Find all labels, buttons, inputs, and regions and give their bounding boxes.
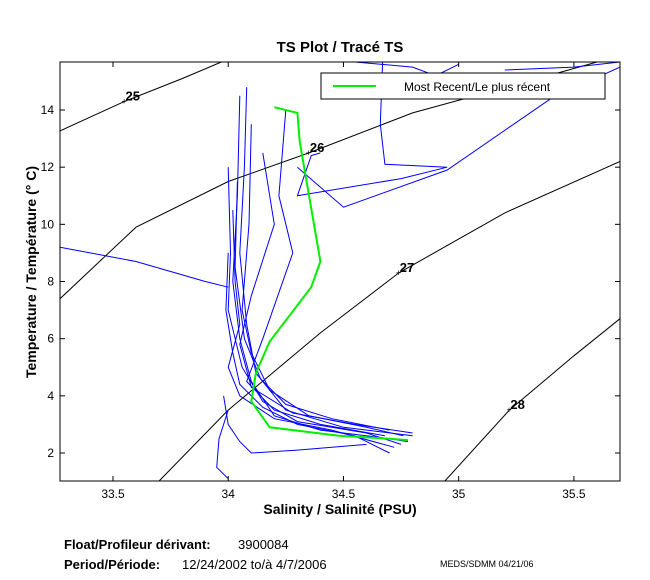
isopycnal-label-28: 28	[510, 397, 524, 412]
x-tick-label: 34.5	[332, 487, 356, 501]
y-tick-label: 6	[47, 332, 54, 346]
isopycnal-label-25: 25	[126, 88, 140, 103]
isopycnal-marker: +	[306, 148, 311, 158]
isopycnal-label-26: 26	[310, 140, 324, 155]
float-id: 3900084	[238, 537, 289, 552]
x-tick-label: 35.5	[562, 487, 586, 501]
credit-text: MEDS/SDMM 04/21/06	[440, 559, 534, 569]
axes-box	[59, 61, 621, 482]
y-tick-label: 14	[41, 103, 55, 117]
y-axis-label: Temperature / Température (° C)	[23, 166, 39, 378]
y-tick-label: 8	[47, 275, 54, 289]
profile-line	[241, 124, 404, 437]
x-tick-label: 33.5	[101, 487, 125, 501]
y-tick-label: 12	[41, 160, 55, 174]
profile-line	[227, 210, 395, 448]
y-tick-label: 4	[47, 389, 54, 403]
profile-line	[296, 62, 448, 197]
x-axis-label: Salinity / Salinité (PSU)	[263, 501, 416, 517]
isopycnal-line-27	[158, 161, 620, 481]
isopycnal-line-25	[60, 62, 222, 132]
period-label: Period/Période:	[64, 557, 161, 572]
profile-line	[234, 181, 390, 431]
x-tick-label: 35	[452, 487, 466, 501]
isopycnal-marker: +	[396, 268, 401, 278]
profile-line	[354, 62, 459, 77]
x-tick-label: 34	[222, 487, 236, 501]
profile-line	[223, 395, 367, 454]
y-tick-label: 2	[47, 446, 54, 460]
profile-line	[246, 109, 385, 437]
profile-line	[239, 152, 413, 434]
profile-line	[239, 87, 413, 437]
y-tick-label: 10	[41, 217, 55, 231]
profile-line	[216, 409, 229, 480]
isopycnal-marker: +	[506, 405, 511, 415]
legend-label: Most Recent/Le plus récent	[404, 80, 551, 94]
profile-line	[227, 167, 402, 445]
plot-content: +25+26+27+28	[60, 62, 620, 481]
recent-profile-line	[250, 106, 409, 442]
isopycnal-label-27: 27	[400, 260, 414, 275]
profile-line	[60, 246, 229, 288]
isopycnal-marker: +	[122, 96, 127, 106]
profile-line	[504, 62, 620, 71]
float-label: Float/Profileur dérivant:	[64, 537, 211, 552]
chart-title: TS Plot / Tracé TS	[277, 39, 404, 56]
period-value: 12/24/2002 to/à 4/7/2006	[182, 557, 327, 572]
isopycnal-line-28	[444, 318, 620, 481]
